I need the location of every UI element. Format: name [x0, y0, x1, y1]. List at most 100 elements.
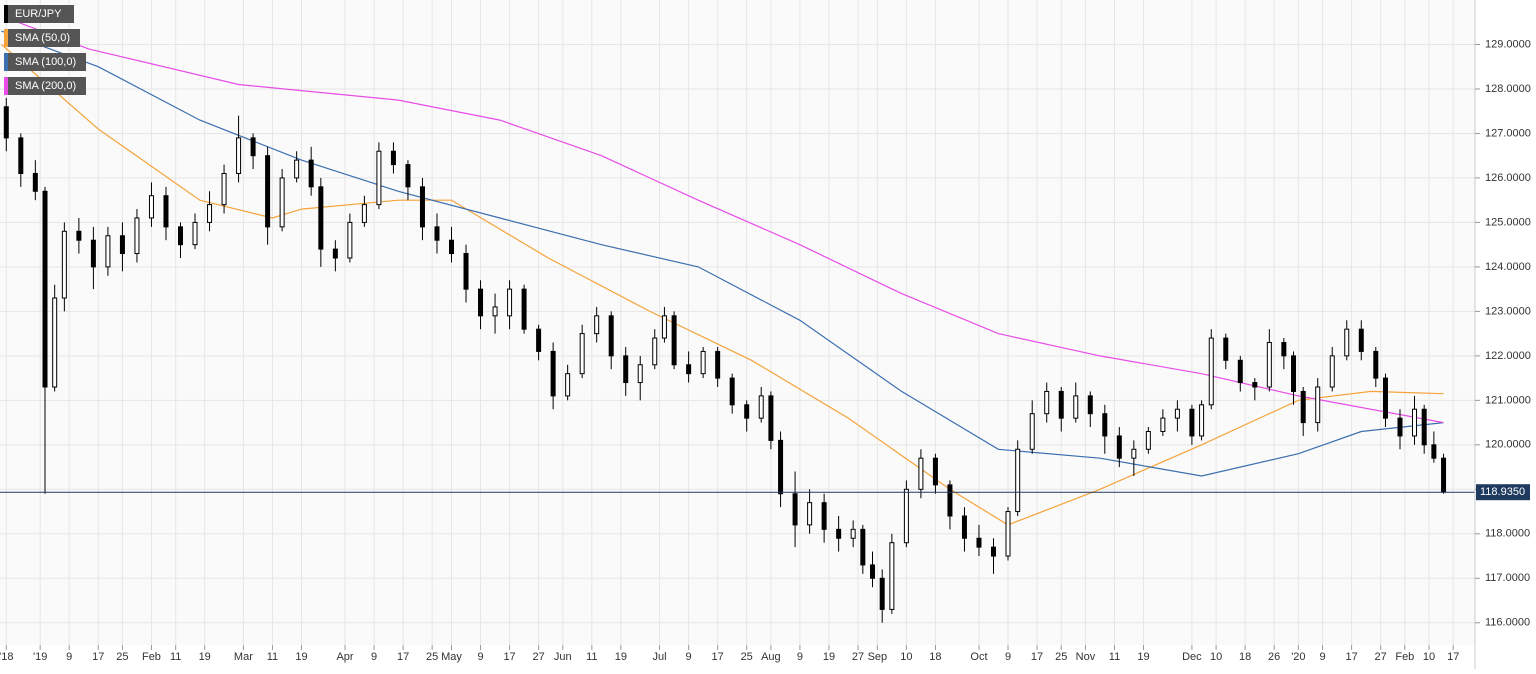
- candle-body: [1373, 350, 1379, 379]
- x-tick-label: 18: [929, 651, 941, 663]
- candle-body: [792, 493, 798, 526]
- candle-body: [536, 328, 542, 352]
- candle-body: [148, 195, 154, 219]
- x-tick-label: 25: [741, 651, 753, 663]
- candle-body: [1005, 511, 1011, 557]
- x-tick-label: 10: [1423, 651, 1435, 663]
- x-tick-label: 17: [92, 651, 104, 663]
- x-tick-label: 27: [532, 651, 544, 663]
- candle-body: [1441, 457, 1447, 493]
- candle-body: [1300, 390, 1306, 424]
- candle-body: [918, 457, 924, 490]
- candle-body: [652, 337, 658, 366]
- y-tick-label: 117.0000: [1485, 572, 1530, 584]
- x-tick-label: '20: [1291, 651, 1305, 663]
- candle-body: [947, 484, 953, 517]
- candle-body: [105, 235, 111, 268]
- candle-body: [623, 355, 629, 384]
- candle-body: [1329, 355, 1335, 388]
- candle-body: [821, 502, 827, 530]
- candle-body: [61, 230, 67, 299]
- x-tick-label: 27: [1375, 651, 1387, 663]
- x-tick-label: Dec: [1182, 651, 1202, 663]
- candle-body: [686, 364, 692, 375]
- last-price-label: 118.9350: [1480, 486, 1525, 498]
- candle-body: [1102, 413, 1108, 437]
- candle-body: [903, 488, 909, 544]
- legend-box: [4, 77, 86, 95]
- candle-body: [3, 106, 9, 139]
- candle-body: [332, 248, 338, 259]
- candle-body: [671, 315, 677, 366]
- candle-body: [608, 315, 614, 357]
- x-tick-label: 9: [371, 651, 377, 663]
- x-tick-label: 26: [1268, 651, 1280, 663]
- candle-body: [42, 190, 48, 388]
- candle-body: [492, 306, 498, 317]
- candle-body: [419, 186, 425, 228]
- x-tick-label: 18: [1239, 651, 1251, 663]
- x-tick-label: 27: [852, 651, 864, 663]
- candle-body: [932, 457, 938, 486]
- legend-swatch: [4, 53, 8, 71]
- candle-body: [294, 159, 300, 179]
- candle-body: [1237, 359, 1243, 384]
- y-tick-label: 124.0000: [1485, 261, 1531, 273]
- legend-label: SMA (100,0): [15, 56, 76, 68]
- x-tick-label: Oct: [970, 651, 987, 663]
- candle-body: [376, 150, 382, 206]
- x-tick-label: Aug: [761, 651, 781, 663]
- candle-body: [594, 315, 600, 335]
- x-tick-label: 17: [1345, 651, 1357, 663]
- x-tick-label: Jun: [554, 651, 572, 663]
- candle-body: [1073, 395, 1079, 419]
- x-tick-label: 10: [1210, 651, 1222, 663]
- candle-body: [163, 195, 169, 228]
- y-tick-label: 127.0000: [1485, 127, 1531, 139]
- candle-body: [1145, 430, 1151, 450]
- x-tick-label: 17: [397, 651, 409, 663]
- legend-box: [4, 53, 86, 71]
- candle-body: [1431, 444, 1437, 459]
- x-tick-label: Sep: [868, 651, 888, 663]
- x-tick-label: 19: [295, 651, 307, 663]
- candle-body: [32, 172, 38, 192]
- y-tick-label: 126.0000: [1485, 172, 1531, 184]
- candle-body: [889, 542, 895, 610]
- x-tick-label: 11: [1109, 651, 1120, 663]
- candle-body: [192, 221, 198, 246]
- x-tick-label: Feb: [142, 651, 161, 663]
- y-tick-label: 129.0000: [1485, 38, 1531, 50]
- x-tick-label: '19: [33, 651, 47, 663]
- x-tick-label: Jul: [653, 651, 667, 663]
- candle-body: [265, 155, 271, 228]
- x-tick-label: Apr: [336, 651, 353, 663]
- y-tick-label: 120.0000: [1485, 439, 1531, 451]
- candle-body: [1208, 337, 1214, 406]
- legend-swatch: [4, 77, 8, 95]
- candle-body: [729, 377, 735, 406]
- y-tick-label: 122.0000: [1485, 350, 1531, 362]
- candle-body: [134, 217, 140, 255]
- candle-body: [1412, 408, 1418, 437]
- x-tick-label: 9: [477, 651, 483, 663]
- candle-body: [879, 577, 885, 610]
- candle-body: [361, 204, 367, 223]
- candle-body: [1189, 408, 1195, 437]
- legend-label: SMA (50,0): [15, 32, 70, 44]
- candle-body: [850, 528, 856, 539]
- candle-body: [637, 364, 643, 384]
- candle-body: [1199, 404, 1205, 437]
- x-tick-label: 25: [1055, 651, 1067, 663]
- candle-body: [990, 546, 996, 557]
- candle-body: [347, 221, 353, 259]
- candle-body: [178, 226, 184, 246]
- candle-body: [961, 515, 967, 539]
- x-tick-label: 17: [503, 651, 515, 663]
- candle-body: [715, 350, 721, 379]
- candle-body: [1344, 328, 1350, 357]
- x-tick-label: 17: [1031, 651, 1043, 663]
- candle-body: [52, 297, 58, 388]
- candle-body: [1174, 408, 1180, 419]
